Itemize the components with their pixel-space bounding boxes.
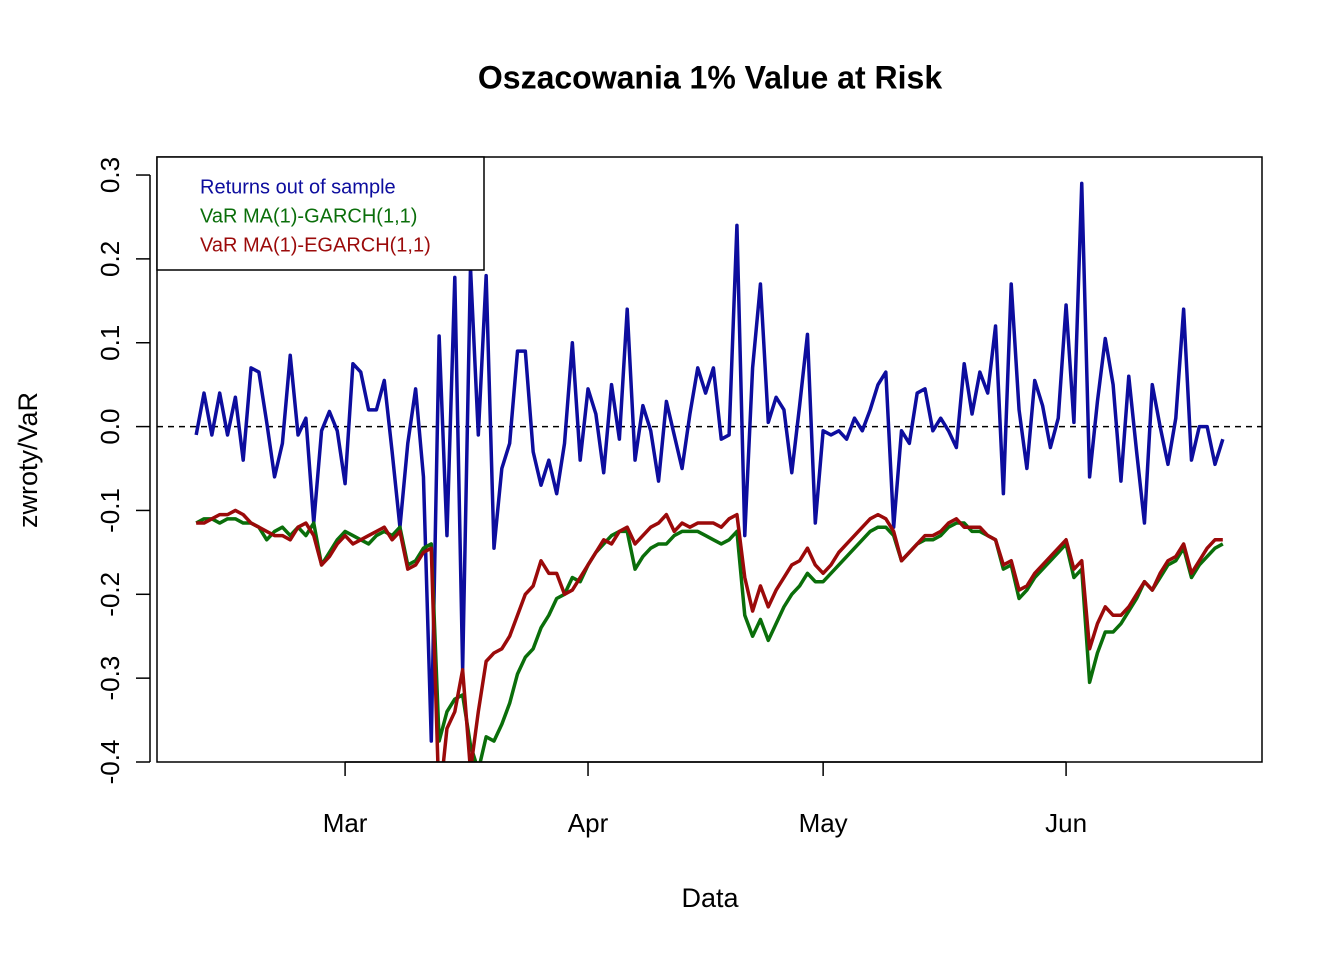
series-line [194, 181, 1225, 743]
y-tick-label: 0.3 [95, 157, 125, 193]
legend-label: VaR MA(1)-EGARCH(1,1) [200, 234, 431, 256]
x-axis-title: Data [681, 883, 739, 913]
chart-title: Oszacowania 1% Value at Risk [478, 59, 942, 95]
plot-area [157, 181, 1262, 762]
y-tick-label: 0.2 [95, 241, 125, 277]
legend-label: Returns out of sample [200, 176, 396, 198]
x-tick-label: Apr [568, 808, 609, 838]
y-tick-label: -0.4 [95, 740, 125, 785]
legend-box [156, 156, 485, 271]
y-tick-label: -0.2 [95, 572, 125, 617]
legend: Returns out of sample VaR MA(1)-GARCH(1,1… [156, 156, 485, 271]
y-axis-title: zwroty/VaR [13, 392, 43, 528]
series-line [195, 517, 1224, 762]
x-tick-label: May [799, 808, 848, 838]
legend-label: VaR MA(1)-GARCH(1,1) [200, 205, 417, 227]
y-tick-label: -0.1 [95, 488, 125, 533]
x-tick-label: Mar [323, 808, 368, 838]
x-tick-label: Jun [1045, 808, 1087, 838]
y-tick-label: -0.3 [95, 656, 125, 701]
series-line [196, 508, 1223, 762]
y-tick-label: 0.0 [95, 409, 125, 445]
y-tick-label: 0.1 [95, 325, 125, 361]
